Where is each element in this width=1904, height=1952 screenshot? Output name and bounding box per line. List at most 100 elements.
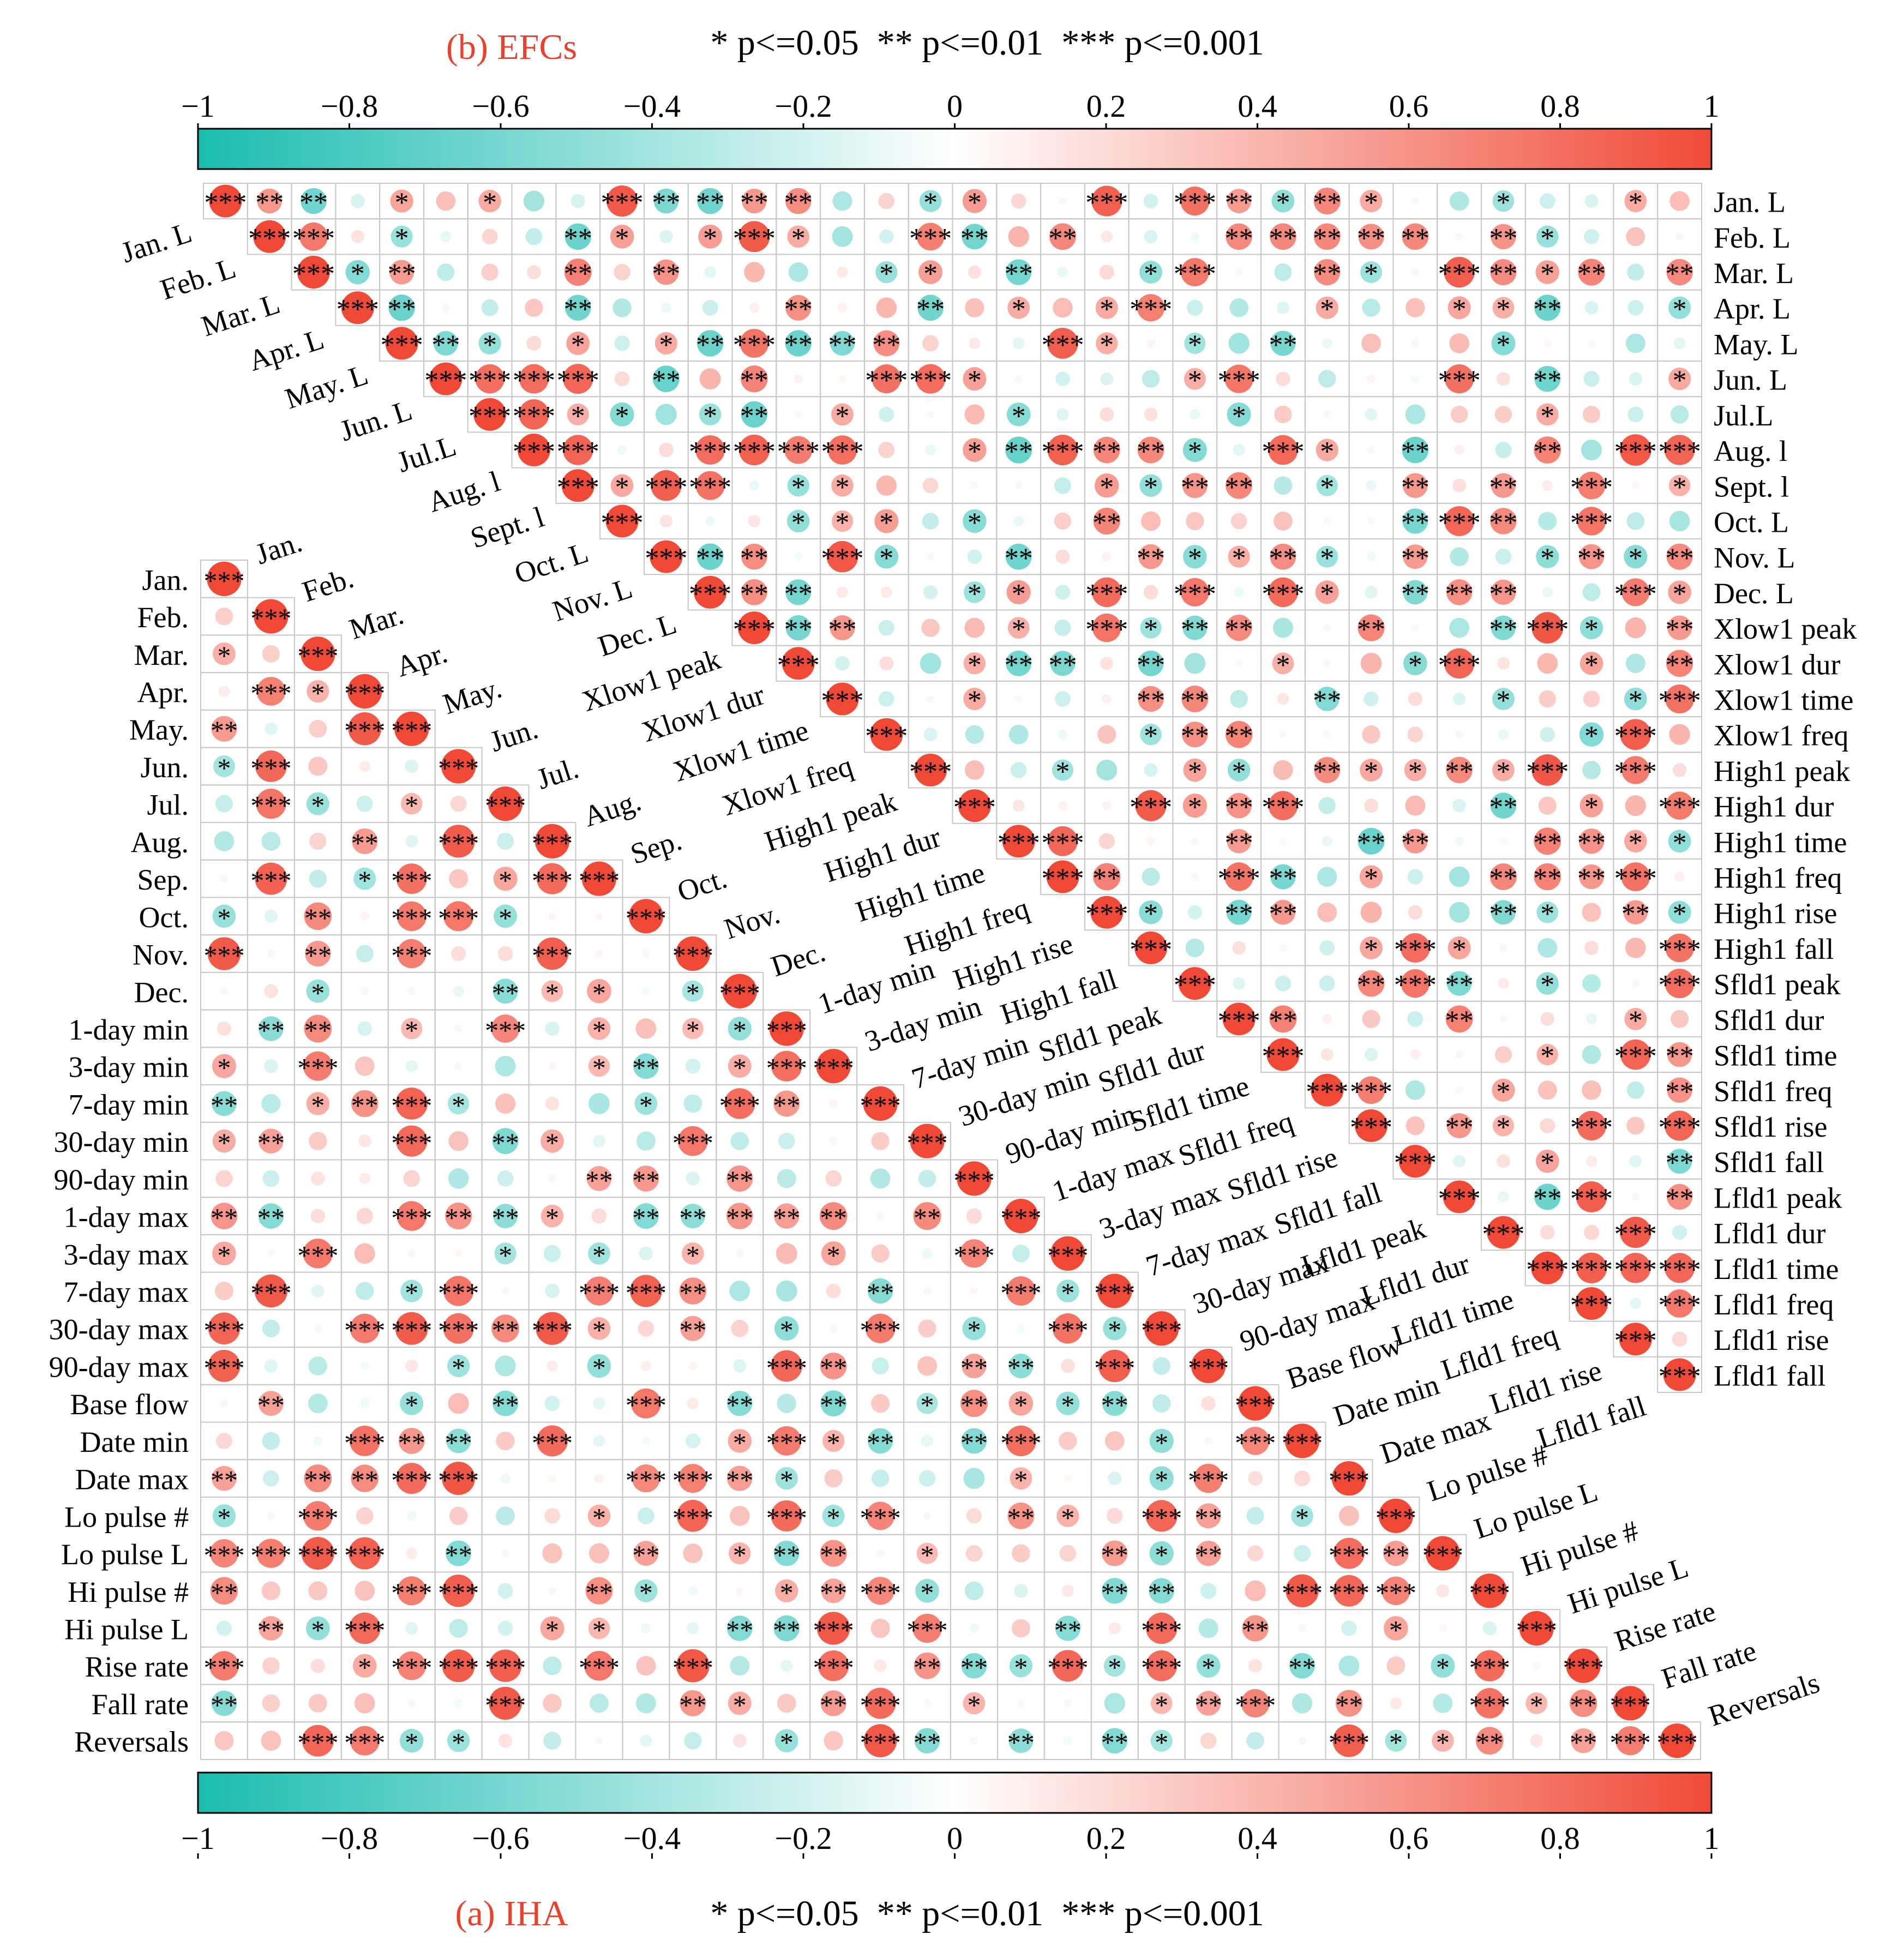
iha-correlation-circle (1284, 1424, 1320, 1458)
efc-correlation-circle (1224, 862, 1253, 891)
efc-significance-mark: ** (1048, 650, 1077, 681)
efc-significance-mark: ** (1666, 1077, 1694, 1108)
efc-correlation-circle (1187, 299, 1203, 316)
efc-significance-mark: *** (1614, 436, 1657, 467)
iha-correlation-circle (677, 1500, 709, 1532)
efc-correlation-circle (1092, 613, 1121, 642)
efc-significance-mark: * (1673, 579, 1687, 610)
efc-significance-mark: * (1144, 899, 1158, 930)
iha-correlation-circle (397, 1651, 426, 1680)
iha-significance-mark: ** (257, 1614, 285, 1645)
efc-correlation-circle (1142, 867, 1160, 886)
efc-correlation-circle (1495, 548, 1512, 565)
efc-correlation-circle (1138, 686, 1164, 712)
efc-correlation-circle (1095, 296, 1118, 319)
iha-significance-mark: *** (626, 1277, 666, 1308)
iha-correlation-circle (587, 978, 611, 1004)
efc-row-label: High1 peak (1714, 755, 1850, 788)
iha-significance-mark: * (592, 1015, 606, 1046)
efc-significance-mark: ** (1225, 614, 1253, 645)
efc-correlation-circle (958, 789, 991, 822)
efc-diagonal-label: Mar. L (197, 287, 284, 343)
iha-correlation-circle (256, 677, 286, 706)
iha-correlation-circle (728, 1054, 752, 1078)
efc-correlation-circle (1583, 690, 1600, 707)
iha-correlation-circle (685, 1433, 700, 1449)
efc-significance-mark: * (395, 188, 409, 219)
iha-significance-mark: ** (679, 1203, 706, 1233)
efc-correlation-circle (605, 504, 639, 538)
iha-significance-mark: ** (773, 1540, 800, 1570)
efc-correlation-circle (697, 188, 724, 214)
efc-correlation-circle (1498, 729, 1509, 740)
iha-correlation-circle (683, 1543, 703, 1564)
efc-correlation-circle (1624, 687, 1647, 711)
iha-correlation-circle (594, 1473, 604, 1483)
iha-correlation-circle (407, 987, 416, 995)
efc-significance-mark: * (1320, 579, 1334, 610)
efc-correlation-circle (1584, 1224, 1600, 1240)
iha-significance-mark: ** (1289, 1652, 1316, 1683)
iha-correlation-circle (309, 719, 327, 738)
efc-correlation-circle (1322, 338, 1332, 349)
iha-correlation-circle (687, 1397, 699, 1409)
iha-correlation-circle (307, 680, 329, 703)
efc-correlation-circle (1497, 372, 1510, 386)
iha-correlation-circle (1061, 1584, 1074, 1597)
efc-significance-mark: * (1540, 259, 1554, 290)
iha-correlation-circle (1436, 1584, 1450, 1597)
iha-significance-mark: *** (907, 1614, 948, 1645)
efc-correlation-circle (1226, 792, 1252, 819)
iha-significance-mark: ** (914, 1203, 941, 1233)
iha-significance-mark: ** (257, 1390, 285, 1420)
iha-significance-mark: ** (1476, 1727, 1503, 1758)
iha-correlation-circle (534, 824, 570, 859)
iha-correlation-circle (305, 940, 331, 967)
iha-correlation-circle (398, 1427, 425, 1454)
iha-correlation-circle (259, 1616, 284, 1641)
efc-correlation-circle (1534, 436, 1561, 464)
colorbar-tick-label: 0.4 (1238, 1821, 1277, 1856)
efc-correlation-circle (965, 298, 984, 317)
iha-correlation-circle (1146, 1650, 1178, 1681)
iha-row-label: Date max (75, 1463, 189, 1496)
efc-significance-mark: *** (865, 721, 908, 752)
efc-correlation-circle (659, 514, 672, 528)
efc-significance-mark: * (1188, 792, 1202, 823)
efc-correlation-circle (1228, 545, 1250, 568)
iha-significance-mark: *** (438, 1315, 479, 1346)
iha-significance-mark: * (639, 1577, 653, 1608)
iha-correlation-circle (211, 1203, 238, 1229)
iha-correlation-circle (1341, 1620, 1357, 1636)
iha-correlation-circle (352, 828, 378, 854)
colorbar-tick-label: −0.4 (623, 88, 681, 124)
efc-correlation-circle (1055, 371, 1070, 386)
efc-correlation-circle (1449, 902, 1470, 923)
efc-correlation-circle (749, 303, 760, 313)
efc-correlation-circle (1322, 1014, 1332, 1024)
efc-diagonal-label: Dec. L (594, 607, 680, 663)
iha-correlation-circle (493, 867, 518, 891)
iha-correlation-circle (923, 1287, 932, 1295)
efc-correlation-circle (1139, 474, 1162, 497)
efc-significance-mark: * (1540, 223, 1554, 254)
efc-significance-mark: * (1496, 1112, 1510, 1143)
efc-significance-mark: ** (1181, 472, 1209, 503)
iha-correlation-circle (732, 1734, 747, 1748)
iha-correlation-circle (356, 1282, 374, 1300)
efc-significance-mark: ** (1533, 827, 1561, 858)
efc-significance-mark: *** (1570, 472, 1613, 503)
efc-correlation-circle (785, 615, 811, 641)
efc-significance-mark: ** (1137, 543, 1165, 574)
iha-correlation-circle (963, 1468, 985, 1489)
iha-significance-mark: *** (250, 603, 291, 633)
efc-significance-mark: ** (564, 223, 592, 254)
efc-correlation-circle (651, 470, 682, 501)
efc-colorbar-ticks: −1 −0.8 −0.6 −0.4 −0.2 0 0.2 0.4 0.6 0.8 1 (181, 88, 1720, 129)
efc-correlation-circle (1047, 328, 1078, 359)
efc-correlation-circle (922, 513, 939, 530)
iha-correlation-circle (918, 1470, 936, 1487)
iha-significance-mark: * (452, 1090, 465, 1120)
iha-significance-mark: * (217, 903, 231, 933)
